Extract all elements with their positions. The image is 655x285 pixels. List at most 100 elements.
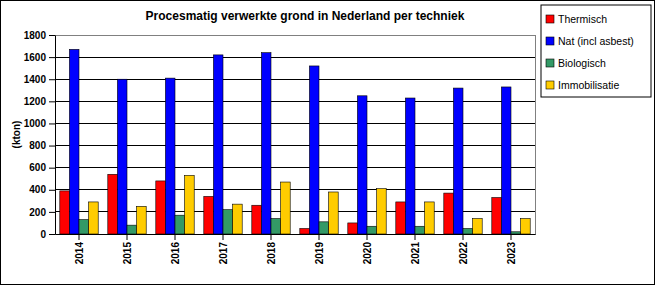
bar xyxy=(348,223,358,234)
bar xyxy=(213,55,223,234)
y-tick-mark xyxy=(49,101,55,102)
x-tick-label: 2015 xyxy=(122,242,133,265)
bar xyxy=(281,182,291,234)
y-tick-mark xyxy=(49,146,55,147)
bar xyxy=(501,87,511,234)
x-tick: 2016 xyxy=(170,234,181,264)
bar xyxy=(377,189,387,234)
bar xyxy=(117,79,127,234)
x-tick: 2019 xyxy=(314,234,325,264)
plot-background xyxy=(55,35,535,234)
y-tick-label: 0 xyxy=(40,229,46,240)
y-tick: 0 xyxy=(40,229,55,240)
y-tick-mark xyxy=(49,79,55,80)
bar xyxy=(204,196,214,234)
bar xyxy=(271,219,281,234)
x-tick: 2015 xyxy=(122,234,133,264)
y-tick-label: 400 xyxy=(29,184,46,195)
x-tick: 2014 xyxy=(74,234,85,264)
legend-label: Immobilisatie xyxy=(558,79,619,91)
y-axis-line xyxy=(55,36,56,235)
bar xyxy=(252,205,262,234)
legend-swatch xyxy=(546,37,554,45)
x-tick: 2017 xyxy=(218,234,229,264)
y-tick-label: 200 xyxy=(29,207,46,218)
y-tick: 400 xyxy=(29,184,55,195)
bar xyxy=(69,49,79,234)
x-tick-mark xyxy=(511,234,512,240)
bar xyxy=(127,225,137,234)
legend-box xyxy=(541,5,651,97)
y-tick: 1000 xyxy=(24,118,55,129)
x-tick-mark xyxy=(319,234,320,240)
x-tick-label: 2018 xyxy=(266,242,277,265)
y-tick-label: 1200 xyxy=(24,96,47,107)
bar xyxy=(415,226,425,234)
bar xyxy=(89,202,99,234)
x-tick-label: 2021 xyxy=(410,242,421,265)
x-tick-label: 2017 xyxy=(218,242,229,265)
y-tick-label: 1600 xyxy=(24,52,47,63)
x-tick-mark xyxy=(271,234,272,240)
bar xyxy=(165,78,175,234)
x-tick-mark xyxy=(415,234,416,240)
x-tick-mark xyxy=(175,234,176,240)
bar xyxy=(108,174,118,234)
bar xyxy=(233,204,243,234)
bar xyxy=(223,210,233,234)
series xyxy=(69,49,511,234)
bar xyxy=(329,192,339,234)
bar xyxy=(425,202,435,234)
title: Procesmatig verwerkte grond in Nederland… xyxy=(146,9,465,23)
x-tick-label: 2014 xyxy=(74,242,85,265)
x-tick-mark xyxy=(223,234,224,240)
y-tick-mark xyxy=(49,190,55,191)
bar xyxy=(367,226,377,234)
x-tick: 2023 xyxy=(506,234,517,264)
y-axis-title: (kton) xyxy=(11,121,22,149)
x-axis: 2014 2015 2016 2017 2018 2019 2020 2021 2022 2023 xyxy=(56,234,536,264)
plot: 0200400600800100012001400160018002014201… xyxy=(24,30,536,265)
bar xyxy=(357,96,367,234)
bar xyxy=(137,206,147,234)
y-tick-label: 1400 xyxy=(24,74,47,85)
legend-swatch xyxy=(546,59,554,67)
bar xyxy=(444,193,454,234)
bar xyxy=(175,215,185,234)
legend-label: Nat (incl asbest) xyxy=(558,35,634,47)
bar xyxy=(261,53,271,234)
bar xyxy=(185,175,195,234)
x-tick-label: 2020 xyxy=(362,242,373,265)
bar xyxy=(453,88,463,234)
y-tick-mark xyxy=(49,212,55,213)
legend-swatch xyxy=(546,15,554,23)
x-tick-mark xyxy=(127,234,128,240)
bar xyxy=(521,219,531,234)
y-tick: 200 xyxy=(29,207,55,218)
y-tick-label: 800 xyxy=(29,140,46,151)
y-tick: 1800 xyxy=(24,30,55,41)
bar xyxy=(492,198,502,234)
legend-label: Biologisch xyxy=(558,57,606,69)
bar xyxy=(473,219,483,234)
chart-border xyxy=(1,1,655,285)
y-tick-mark xyxy=(49,168,55,169)
y-tick: 1400 xyxy=(24,74,55,85)
x-tick-label: 2016 xyxy=(170,242,181,265)
legend: Thermisch Nat (incl asbest) Biologisch Immo… xyxy=(541,5,651,97)
x-tick: 2018 xyxy=(266,234,277,264)
x-tick-label: 2022 xyxy=(458,242,469,265)
bar xyxy=(156,181,166,234)
chart: Procesmatig verwerkte grond in Nederland… xyxy=(0,0,655,285)
x-tick: 2020 xyxy=(362,234,373,264)
y-tick: 1200 xyxy=(24,96,55,107)
x-tick: 2021 xyxy=(410,234,421,264)
y-tick-mark xyxy=(49,35,55,36)
y-tick: 600 xyxy=(29,162,55,173)
y-tick-mark xyxy=(49,234,55,235)
y-tick-mark xyxy=(49,57,55,58)
plot-frame xyxy=(55,35,535,234)
bar xyxy=(396,202,406,234)
legend-label: Thermisch xyxy=(558,13,607,25)
bars xyxy=(60,49,530,234)
